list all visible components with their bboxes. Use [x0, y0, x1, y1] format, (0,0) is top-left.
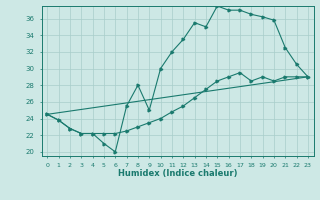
X-axis label: Humidex (Indice chaleur): Humidex (Indice chaleur) [118, 169, 237, 178]
